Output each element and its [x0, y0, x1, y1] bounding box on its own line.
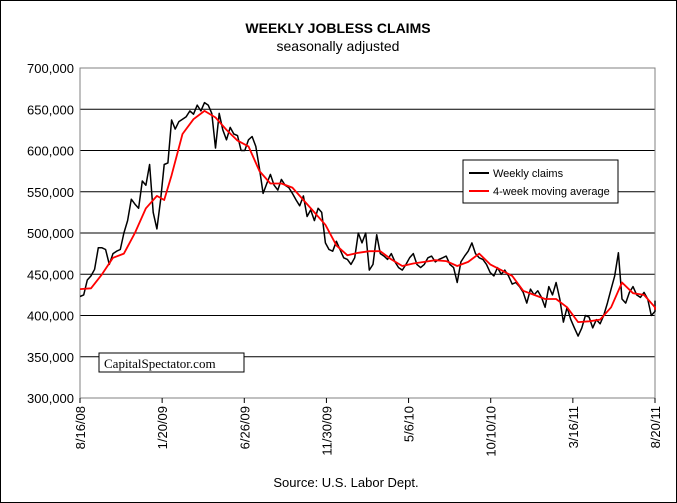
y-tick-label: 500,000: [27, 226, 74, 241]
y-axis: 300,000 350,000 400,000 450,000 500,000 550,0…: [27, 61, 74, 406]
source-note: Source: U.S. Labor Dept.: [273, 475, 418, 490]
gridlines: [80, 108, 655, 358]
series-line-moving-average: [80, 110, 656, 323]
watermark-border: [98, 352, 245, 373]
x-tick-label: 8/16/08: [73, 406, 88, 449]
legend-box: [462, 159, 619, 204]
watermark-text: CapitalSpectator.com: [104, 356, 216, 371]
x-tick-label: 6/26/09: [237, 406, 252, 449]
x-tick-label: 1/20/09: [155, 406, 170, 449]
x-tick-label: 8/20/11: [648, 406, 663, 448]
series-line-weekly-claims: [80, 101, 656, 337]
y-tick-label: 550,000: [27, 185, 74, 200]
x-tick-label: 11/30/09: [319, 406, 334, 456]
chart-title: WEEKLY JOBLESS CLAIMS: [245, 20, 430, 36]
chart-subtitle: seasonally adjusted: [277, 38, 400, 54]
plot-area: [79, 67, 656, 399]
y-tick-label: 350,000: [27, 350, 74, 365]
x-tick-label: 10/10/10: [484, 406, 499, 457]
y-tick-label: 450,000: [27, 267, 74, 282]
series-group: [80, 101, 656, 337]
y-tick-label: 600,000: [27, 144, 74, 159]
x-tick-label: 5/6/10: [402, 406, 417, 442]
watermark-box: CapitalSpectator.com: [98, 352, 245, 373]
y-tick-label: 700,000: [27, 61, 74, 76]
legend-label-average: 4-week moving average: [493, 186, 610, 198]
y-tick-label: 300,000: [27, 391, 74, 406]
y-tick-label: 400,000: [27, 309, 74, 324]
x-axis: 8/16/08 1/20/09 6/26/09 11/30/09 5/6/10 10/10…: [73, 398, 663, 457]
legend-label-weekly: Weekly claims: [493, 168, 564, 180]
y-tick-label: 650,000: [27, 102, 74, 117]
legend: Weekly claims 4-week moving average: [462, 159, 619, 204]
x-tick-label: 3/16/11: [566, 406, 581, 448]
